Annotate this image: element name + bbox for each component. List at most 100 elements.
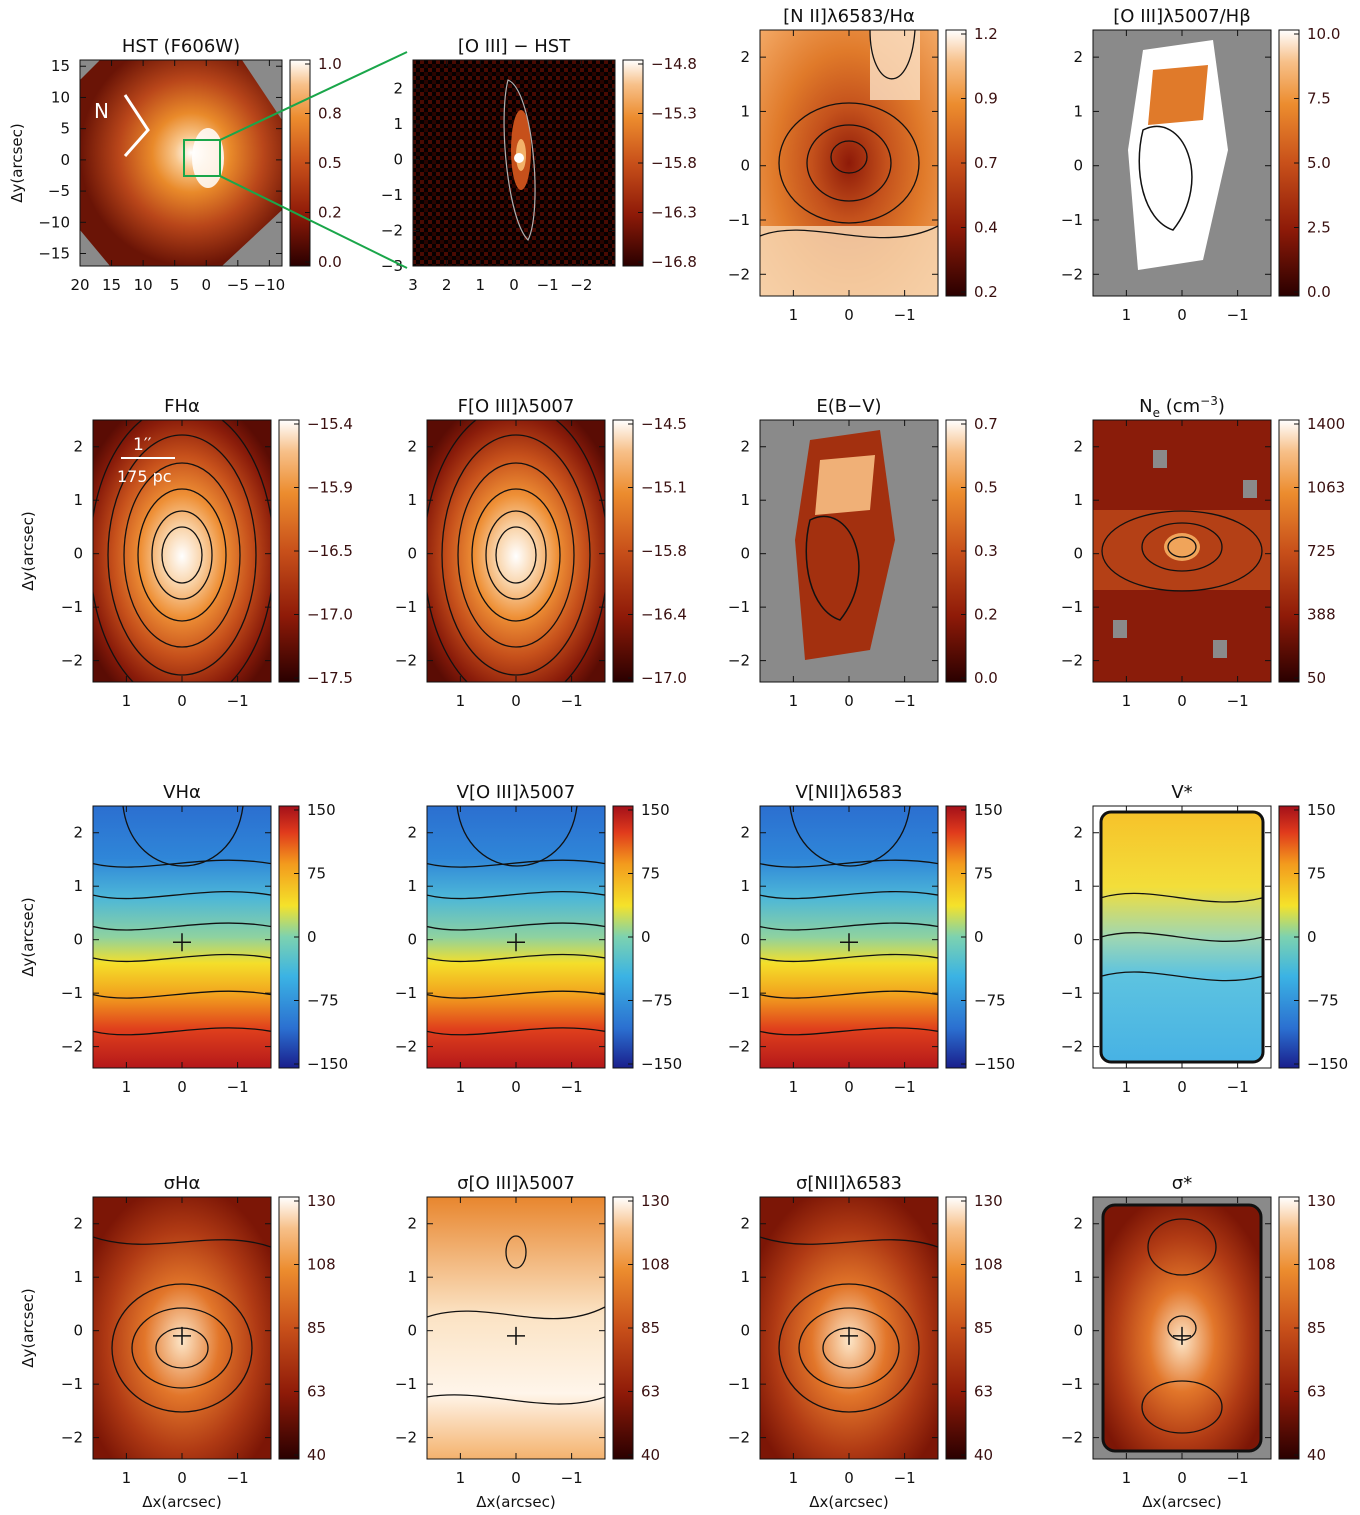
- y-tick-label: 15: [51, 57, 70, 75]
- contour-line: [137, 488, 227, 622]
- panel-8: VHα 1 0 −1 2 1 0 −1 −2 150 75 0 −75 −150 Δy(arcsec): [19, 782, 348, 1096]
- colorbar-tick-label: 0.0: [974, 669, 998, 687]
- colorbar-tick-label: 0.5: [974, 479, 998, 497]
- colorbar-tick-label: 63: [641, 1383, 660, 1401]
- contour-line: [495, 526, 537, 584]
- x-tick-label: 0: [844, 306, 854, 324]
- colorbar-tick-label: −15.8: [651, 154, 697, 172]
- x-tick-label: −1: [561, 692, 583, 710]
- panel-0: HST (F606W) 20 15 10 5 0 −5 −10 15 10 5 0 −5 −10 −15 1.…: [8, 36, 342, 294]
- panel-title: σ*: [1172, 1173, 1192, 1194]
- colorbar-tick-label: 108: [641, 1256, 670, 1274]
- panel-14: σ[NII]λ6583 1 0 −1 2 1 0 −1 −2 130 108 85 63 40 Δx(arc…: [728, 1173, 1003, 1511]
- contour-line: [123, 462, 241, 648]
- colorbar-tick-label: 75: [307, 865, 326, 883]
- panel-2: [N II]λ6583/Hα 1 0 −1 2 1 0 −1 −2 1.2 0.9 0.7 0.4 0.2: [728, 6, 998, 324]
- panel-title: V[O III]λ5007: [457, 782, 576, 803]
- colorbar-tick-label: −75: [1307, 992, 1339, 1010]
- colorbar-tick-label: −16.5: [307, 542, 353, 560]
- panel-title: [O III]λ5007/Hβ: [1113, 6, 1250, 27]
- x-tick-label: −1: [1227, 1078, 1249, 1096]
- contour-line: [806, 124, 892, 202]
- x-tick-label: −2: [570, 276, 592, 294]
- x-tick-label: 3: [408, 276, 418, 294]
- colorbar-tick-label: 0.2: [318, 204, 342, 222]
- zoom-connector: [219, 175, 408, 269]
- x-tick-label: −1: [1227, 306, 1249, 324]
- x-tick-label: 15: [102, 276, 121, 294]
- panel-6: E(B−V) 1 0 −1 2 1 0 −1 −2 0.7 0.5 0.3 0.2 0.0: [728, 396, 998, 710]
- x-tick-label: −1: [537, 276, 559, 294]
- x-tick-label: 1: [122, 1078, 132, 1096]
- colorbar-tick-label: 40: [307, 1446, 326, 1464]
- y-tick-label: −1: [395, 1375, 417, 1393]
- contour-line: [457, 462, 575, 648]
- x-axis-label: Δx(arcsec): [476, 1493, 555, 1511]
- y-tick-label: −1: [728, 1375, 750, 1393]
- y-tick-label: 0: [73, 1322, 83, 1340]
- y-tick-label: 1: [1073, 1268, 1083, 1286]
- y-tick-label: 2: [73, 1215, 83, 1233]
- y-tick-label: 2: [740, 824, 750, 842]
- colorbar-tick-label: −16.8: [651, 253, 697, 271]
- map-13: [427, 1197, 605, 1459]
- zoom-box: [183, 139, 221, 177]
- colorbar-tick-label: 388: [1307, 606, 1336, 624]
- contour-line: [778, 1283, 920, 1413]
- colorbar-tick-label: 75: [1307, 865, 1326, 883]
- x-tick-label: 0: [177, 692, 187, 710]
- panel-7: Ne (cm−3) 1 0 −1 2 1 0 −1 −2 1400 1063 725 388 50: [1061, 394, 1345, 710]
- colorbar-tick-label: 40: [1307, 1446, 1326, 1464]
- y-tick-label: 0: [407, 1322, 417, 1340]
- colorbar-tick-label: 108: [974, 1256, 1003, 1274]
- x-tick-label: 1: [476, 276, 486, 294]
- colorbar-tick-label: −75: [974, 992, 1006, 1010]
- colorbar-tick-label: −17.0: [641, 669, 687, 687]
- y-tick-label: 2: [1073, 48, 1083, 66]
- contour-line: [456, 806, 578, 867]
- x-tick-label: 0: [844, 1078, 854, 1096]
- contour-line: [427, 1394, 605, 1405]
- x-tick-label: 0: [201, 276, 211, 294]
- contour-line: [760, 922, 938, 931]
- x-tick-label: 1: [1122, 306, 1132, 324]
- contour-line: [1100, 971, 1264, 982]
- y-tick-label: −1: [395, 598, 417, 616]
- y-tick-label: −2: [1061, 652, 1083, 670]
- x-axis-label: Δx(arcsec): [142, 1493, 221, 1511]
- colorbar-tick-label: 40: [974, 1446, 993, 1464]
- colorbar-tick-label: 0.2: [974, 283, 998, 301]
- contour-line: [122, 806, 244, 867]
- contour-line: [789, 806, 911, 867]
- y-tick-label: −2: [395, 1429, 417, 1447]
- colorbar-tick-label: 0.4: [974, 219, 998, 237]
- map-8: [93, 806, 271, 1068]
- y-tick-label: −1: [381, 186, 403, 204]
- y-tick-label: 0: [393, 150, 403, 168]
- contour-line: [760, 1236, 938, 1248]
- contour-line: [760, 953, 938, 963]
- y-tick-label: −1: [1061, 1375, 1083, 1393]
- x-tick-label: −1: [1227, 1469, 1249, 1487]
- colorbar-tick-label: 1.0: [318, 55, 342, 73]
- y-tick-label: 1: [740, 491, 750, 509]
- contour-line: [505, 1235, 527, 1269]
- zoom-connector: [219, 51, 408, 141]
- y-tick-label: −2: [1061, 265, 1083, 283]
- contour-line: [427, 922, 605, 931]
- y-tick-label: −15: [38, 245, 70, 263]
- y-tick-label: 2: [407, 824, 417, 842]
- contour-line: [1147, 1218, 1217, 1276]
- colorbar-tick-label: 85: [641, 1319, 660, 1337]
- colorbar-tick-label: 150: [974, 801, 1003, 819]
- colorbar-tick-label: −14.5: [641, 415, 687, 433]
- north-arrow: N: [94, 94, 150, 157]
- panel-title: V[NII]λ6583: [796, 782, 903, 803]
- y-tick-label: 2: [740, 48, 750, 66]
- y-tick-label: −2: [61, 1038, 83, 1056]
- x-tick-label: −1: [894, 1078, 916, 1096]
- y-tick-label: −1: [728, 984, 750, 1002]
- y-tick-label: 1: [740, 1268, 750, 1286]
- y-tick-label: 1: [740, 102, 750, 120]
